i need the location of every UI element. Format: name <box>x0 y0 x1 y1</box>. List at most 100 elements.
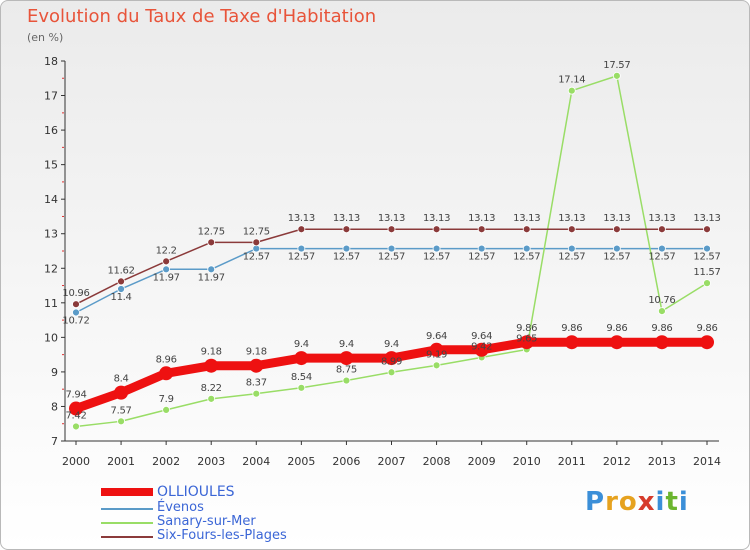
logo-letter: o <box>618 487 638 517</box>
data-label: 12.57 <box>693 252 720 263</box>
data-point <box>567 86 576 95</box>
data-point <box>117 277 125 286</box>
data-point <box>252 389 261 398</box>
data-point <box>252 238 261 247</box>
data-point <box>477 244 486 253</box>
x-tick-label: 2007 <box>378 455 406 468</box>
data-label: 8.54 <box>291 372 312 383</box>
data-label: 13.13 <box>603 213 630 224</box>
data-label: 9.64 <box>426 331 447 342</box>
data-label: 8.75 <box>336 365 357 376</box>
y-tick-label: 13 <box>44 228 58 241</box>
y-tick-label: 16 <box>44 124 58 137</box>
y-tick-label: 11 <box>44 297 58 310</box>
data-label: 12.57 <box>558 252 585 263</box>
proxiti-logo: Proxiti <box>585 487 689 517</box>
data-label: 17.14 <box>558 75 585 86</box>
chart-title: Evolution du Taux de Taxe d'Habitation <box>27 6 377 27</box>
data-point <box>387 244 396 253</box>
data-label: 9.4 <box>294 339 309 350</box>
data-label: 9.86 <box>651 323 672 334</box>
data-label: 10.72 <box>62 315 89 326</box>
x-tick-label: 2001 <box>107 455 135 468</box>
data-label: 9.86 <box>696 323 717 334</box>
series-line <box>75 228 708 305</box>
x-tick-label: 2002 <box>152 455 180 468</box>
x-tick-label: 2003 <box>197 455 225 468</box>
data-point <box>429 342 444 357</box>
y-tick-label: 18 <box>44 55 58 68</box>
data-point <box>564 335 579 350</box>
data-point <box>432 244 441 253</box>
x-tick-label: 2004 <box>242 455 270 468</box>
y-tick-label: 15 <box>44 159 58 172</box>
data-label: 9.86 <box>606 323 627 334</box>
legend-label-sanary: Sanary-sur-Mer <box>157 514 256 529</box>
logo-letter: x <box>637 487 656 517</box>
data-point <box>703 225 711 234</box>
data-point <box>612 71 621 80</box>
data-label: 11.57 <box>693 267 720 278</box>
data-label: 11.97 <box>153 272 180 283</box>
data-label: 8.37 <box>246 378 267 389</box>
data-point <box>297 244 306 253</box>
data-label: 9.42 <box>471 341 492 352</box>
data-point <box>72 300 80 309</box>
data-label: 13.13 <box>693 213 720 224</box>
data-label: 11.62 <box>108 265 135 276</box>
data-point <box>342 376 351 385</box>
data-label: 7.94 <box>65 390 86 401</box>
y-tick-label: 12 <box>44 262 58 275</box>
data-label: 12.57 <box>468 252 495 263</box>
data-label: 8.22 <box>201 383 222 394</box>
data-point <box>474 342 489 357</box>
data-point <box>249 358 264 373</box>
data-label: 11.4 <box>111 292 132 303</box>
data-point <box>522 225 531 234</box>
data-label: 8.4 <box>114 374 129 385</box>
data-label: 12.57 <box>288 252 315 263</box>
logo-letter: P <box>585 487 606 517</box>
data-label: 10.96 <box>62 288 89 299</box>
data-label: 7.9 <box>159 394 174 405</box>
data-label: 9.64 <box>471 331 492 342</box>
data-label: 9.18 <box>246 347 267 358</box>
data-point <box>387 368 396 377</box>
data-label: 12.57 <box>603 252 630 263</box>
data-label: 9.4 <box>339 339 354 350</box>
logo-letter: i <box>678 487 689 517</box>
data-point <box>297 383 306 392</box>
data-label: 13.13 <box>333 213 360 224</box>
y-tick-label: 17 <box>44 90 58 103</box>
data-label: 12.2 <box>156 245 177 256</box>
data-point <box>703 244 711 253</box>
data-label: 9.86 <box>561 323 582 334</box>
legend-label-six-fours: Six-Fours-les-Plages <box>157 528 287 543</box>
data-point <box>522 244 531 253</box>
data-point <box>700 335 714 350</box>
legend-swatch-sanary <box>101 522 153 524</box>
x-tick-label: 2006 <box>332 455 360 468</box>
data-point <box>207 238 216 247</box>
data-point <box>162 265 171 274</box>
data-point <box>159 366 174 381</box>
data-label: 12.57 <box>513 252 540 263</box>
data-point <box>612 225 621 234</box>
data-point <box>114 385 129 400</box>
legend-label-ollioules: OLLIOULES <box>157 484 235 500</box>
data-label: 12.57 <box>243 252 270 263</box>
data-point <box>384 351 399 366</box>
data-point <box>69 401 83 416</box>
data-point <box>519 335 534 350</box>
data-label: 13.13 <box>558 213 585 224</box>
data-point <box>162 406 171 414</box>
data-point <box>654 335 669 350</box>
x-tick-label: 2010 <box>513 455 541 468</box>
data-label: 11.97 <box>198 272 225 283</box>
data-point <box>612 244 621 253</box>
data-point <box>207 265 216 274</box>
data-label: 7.57 <box>111 405 132 416</box>
y-tick-label: 10 <box>44 331 58 344</box>
